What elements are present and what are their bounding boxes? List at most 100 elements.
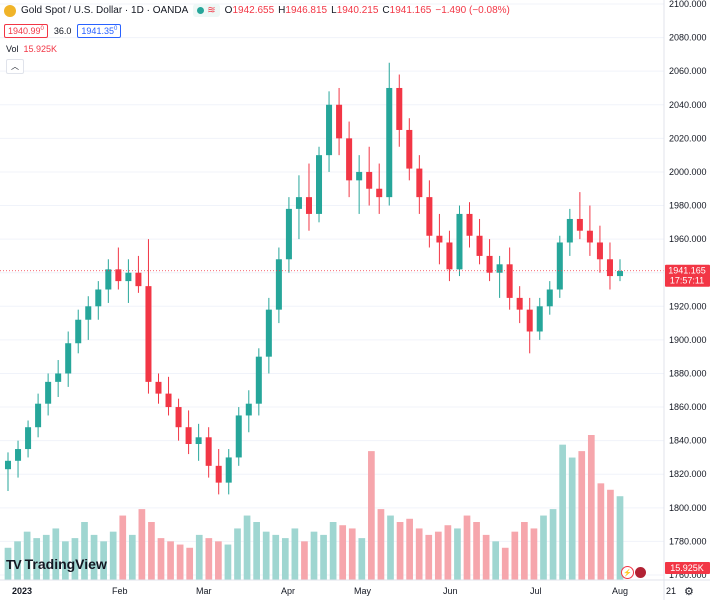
volume-legend[interactable]: Vol 15.925K: [6, 44, 57, 54]
candle: [316, 146, 323, 223]
candle-body: [506, 264, 513, 298]
gold-symbol-icon[interactable]: [4, 4, 16, 17]
price-tick-label: 1800.000: [669, 503, 707, 513]
market-status-pill[interactable]: ≋: [193, 4, 220, 17]
candle: [456, 205, 463, 277]
candle: [295, 175, 302, 240]
candle: [215, 449, 222, 495]
candle: [516, 286, 523, 324]
volume-bar: [253, 522, 260, 580]
candle: [165, 376, 172, 416]
volume-bar: [234, 528, 241, 580]
time-axis[interactable]: 2023 Feb Mar Apr May Jun Jul Aug 21: [12, 586, 676, 596]
candle: [566, 208, 573, 256]
candle: [506, 247, 513, 310]
candle: [135, 255, 142, 293]
time-tick-label: May: [354, 586, 372, 596]
candle: [45, 373, 52, 416]
time-tick-label: Apr: [281, 586, 295, 596]
candle: [586, 205, 593, 256]
volume-bar: [463, 515, 471, 580]
price-tick-label: 2020.000: [669, 133, 707, 143]
volume-bar: [616, 496, 624, 580]
volume-bars: [4, 435, 624, 580]
price-tick-label: 2060.000: [669, 66, 707, 76]
buy-price: 1941.35: [81, 26, 114, 36]
candle-body: [346, 138, 353, 181]
candle-body: [45, 381, 52, 404]
candle-body: [255, 356, 262, 404]
candle-body: [316, 155, 323, 214]
candle-body: [25, 427, 32, 450]
price-tick-label: 1880.000: [669, 368, 707, 378]
candle-body: [155, 381, 162, 394]
price-tick-label: 1780.000: [669, 536, 707, 546]
candle: [235, 407, 242, 466]
last-price-label: 1941.165: [668, 266, 706, 276]
candle-body: [75, 319, 82, 344]
candle-body: [125, 272, 132, 282]
symbol-title[interactable]: Gold Spot / U.S. Dollar · 1D · OANDA: [21, 5, 189, 16]
time-tick-label: 21: [666, 586, 676, 596]
volume-bar: [540, 515, 547, 580]
volume-bar: [4, 547, 12, 580]
volume-tag-bg: [665, 562, 710, 574]
lightning-icon[interactable]: ⚡: [621, 566, 634, 579]
volume-bar: [109, 531, 117, 580]
candle-body: [205, 437, 212, 466]
candle: [85, 296, 92, 340]
buy-button[interactable]: 1941.350: [77, 24, 122, 38]
candle-body: [616, 271, 624, 277]
candle-body: [4, 460, 12, 470]
candle: [175, 398, 182, 441]
collapse-legend-button[interactable]: ︿: [6, 59, 24, 74]
candle-body: [305, 197, 312, 214]
candle: [4, 452, 12, 492]
candle: [406, 118, 413, 181]
volume-bar: [119, 515, 127, 580]
trade-buttons: 1940.990 36.0 1941.350: [4, 24, 122, 38]
volume-bar: [176, 544, 184, 580]
candle: [285, 197, 292, 273]
candle: [95, 281, 102, 320]
candle: [386, 62, 393, 206]
open-label: O: [224, 5, 233, 16]
sell-button[interactable]: 1940.990: [4, 24, 48, 38]
price-tick-label: 2040.000: [669, 100, 707, 110]
ohlc-values: O1942.655 H1946.815 L1940.215 C1941.165 …: [225, 5, 510, 16]
candle-body: [35, 403, 42, 428]
time-tick-label: 2023: [12, 586, 32, 596]
price-tick-label: 2100.000: [669, 0, 707, 9]
candle: [155, 373, 162, 404]
candle: [65, 331, 72, 387]
candle-body: [556, 242, 563, 290]
candle: [225, 449, 232, 495]
price-axis[interactable]: 2100.000 2080.000 2060.000 2040.000 2020.000…: [669, 0, 707, 580]
candle-body: [406, 129, 413, 169]
candle: [245, 390, 252, 433]
candle: [15, 440, 22, 478]
volume-bar: [224, 544, 232, 580]
candle: [396, 74, 403, 147]
volume-bar: [501, 547, 509, 580]
candle-body: [576, 218, 583, 231]
price-tick-label: 1840.000: [669, 436, 707, 446]
candle: [466, 202, 473, 248]
tradingview-logo[interactable]: TV TradingView: [6, 556, 107, 572]
volume-bar: [568, 457, 576, 580]
open-value: 1942.655: [232, 5, 275, 16]
candle: [606, 242, 613, 290]
candle: [576, 192, 583, 240]
volume-bar: [281, 538, 289, 580]
candle: [55, 360, 62, 397]
us-flag-icon[interactable]: [634, 566, 647, 579]
volume-bar: [291, 528, 299, 580]
gear-icon[interactable]: ⚙: [684, 586, 694, 598]
candle: [536, 297, 543, 340]
volume-bar: [348, 528, 356, 580]
candles: [4, 62, 624, 495]
candle-body: [606, 259, 613, 277]
volume-value: 15.925K: [23, 44, 58, 54]
